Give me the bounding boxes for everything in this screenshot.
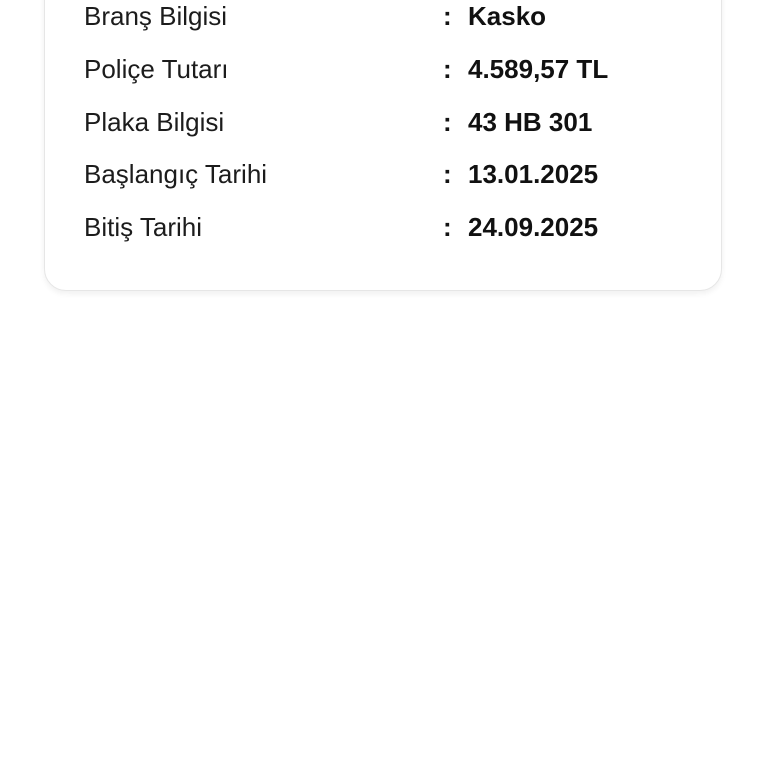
detail-label: Başlangıç Tarihi — [84, 159, 268, 189]
detail-row-end-date: Bitiş Tarihi : 24.09.2025 — [45, 210, 721, 244]
detail-row-branch: Branş Bilgisi : Kasko — [45, 0, 721, 33]
detail-value: 43 HB 301 — [468, 107, 593, 137]
detail-row-start-date: Başlangıç Tarihi : 13.01.2025 — [45, 157, 721, 191]
detail-value: 13.01.2025 — [468, 159, 599, 189]
detail-label: Poliçe Tutarı — [84, 54, 229, 84]
detail-value: 24.09.2025 — [468, 212, 599, 242]
detail-separator: : — [443, 212, 452, 242]
policy-details-card: Branş Bilgisi : Kasko Poliçe Tutarı : 4.… — [44, 0, 722, 291]
detail-separator: : — [443, 1, 452, 31]
detail-label: Plaka Bilgisi — [84, 107, 225, 137]
detail-row-policy-amount: Poliçe Tutarı : 4.589,57 TL — [45, 52, 721, 86]
detail-value: Kasko — [468, 1, 547, 31]
detail-separator: : — [443, 159, 452, 189]
detail-separator: : — [443, 107, 452, 137]
detail-separator: : — [443, 54, 452, 84]
detail-label: Branş Bilgisi — [84, 1, 228, 31]
detail-row-plate: Plaka Bilgisi : 43 HB 301 — [45, 105, 721, 139]
detail-label: Bitiş Tarihi — [84, 212, 203, 242]
detail-value: 4.589,57 TL — [468, 54, 609, 84]
